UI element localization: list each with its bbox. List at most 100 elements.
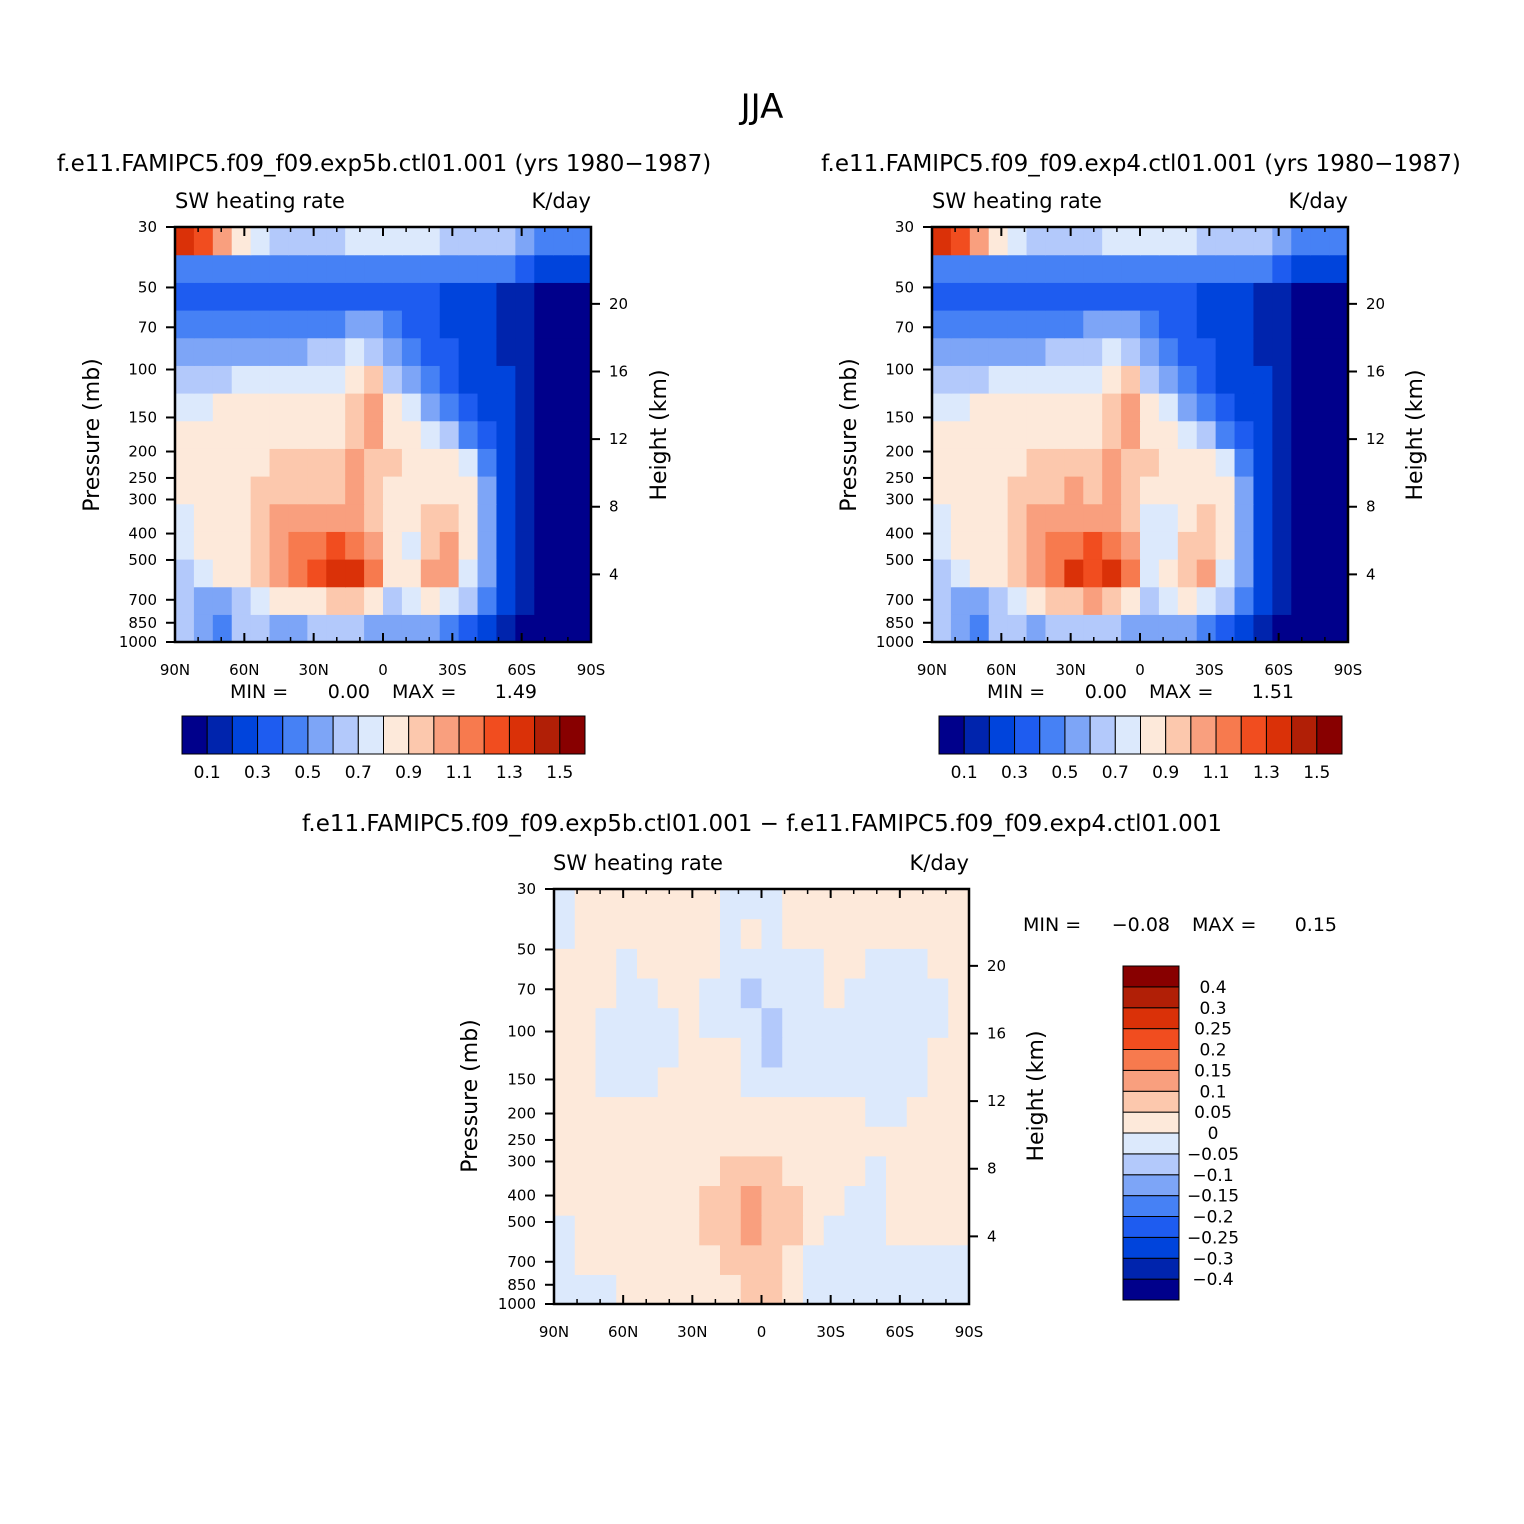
panel-diff-cell <box>948 1096 970 1127</box>
panel-exp4-cell <box>1310 393 1330 422</box>
panel-exp4-ytick-label: 250 <box>885 469 914 487</box>
panel-exp5b-cell <box>231 254 252 283</box>
panel-exp5b-xtick-label: 90N <box>160 661 190 679</box>
panel-diff-cell <box>616 1066 638 1098</box>
panel-exp4-cell <box>1064 531 1084 560</box>
panel-diff-colorbar-label: −0.15 <box>1187 1187 1239 1207</box>
panel-diff-cell <box>782 1215 804 1246</box>
panel-exp5b-cell <box>364 282 384 311</box>
panel-exp5b-cell <box>193 254 214 283</box>
panel-diff-cell <box>761 1215 783 1246</box>
panel-exp5b-cell <box>515 448 535 477</box>
panel-diff-cell <box>906 948 929 979</box>
panel-exp5b-cell <box>534 227 554 256</box>
panel-exp4-cell <box>1272 448 1292 477</box>
panel-diff-colorbar-label: 0.1 <box>1199 1082 1226 1102</box>
panel-exp5b-cell <box>231 337 252 366</box>
panel-diff-cell <box>761 1244 783 1275</box>
panel-exp4-cell <box>1102 282 1122 311</box>
panel-exp5b-cell <box>553 614 573 643</box>
panel-exp4-cell <box>1045 365 1065 394</box>
panel-exp5b-colorbar-label: 0.7 <box>345 763 372 783</box>
panel-exp4-cell <box>1121 559 1141 588</box>
panel-exp4-cell <box>1045 503 1065 532</box>
panel-exp5b-cell <box>345 227 365 256</box>
panel-exp5b-cell <box>553 420 573 449</box>
panel-exp5b-cell <box>439 614 460 643</box>
panel-exp5b-cell <box>212 393 233 422</box>
panel-diff-cell <box>574 1096 597 1127</box>
panel-exp4-cell <box>1291 586 1311 615</box>
panel-exp4-cell <box>1026 531 1047 560</box>
panel-exp4-cell <box>1272 559 1292 588</box>
panel-exp4-cell <box>1329 614 1349 643</box>
panel-exp5b-cell <box>364 337 384 366</box>
panel-diff-cell <box>906 1007 929 1038</box>
panel-exp4-cell <box>1102 393 1122 422</box>
panel-exp4-cell <box>1215 393 1236 422</box>
panel-exp5b-colorbar-box <box>257 715 284 755</box>
panel-diff-cell <box>823 1244 846 1275</box>
panel-exp4-xtick-label: 90N <box>917 661 947 679</box>
panel-exp5b-cell <box>288 586 308 615</box>
panel-exp5b-cell <box>364 503 384 532</box>
panel-exp4-cell <box>1177 476 1198 505</box>
panel-exp5b-cell <box>439 393 460 422</box>
panel-exp5b-cell <box>496 282 516 311</box>
panel-exp4-cell <box>1045 420 1065 449</box>
panel-exp5b-ytick-label: 250 <box>128 469 157 487</box>
panel-exp4-cell <box>1140 586 1160 615</box>
panel-exp5b-cell <box>212 420 233 449</box>
panel-exp5b-cell <box>307 559 327 588</box>
panel-exp5b-cell <box>193 227 214 256</box>
panel-exp5b-cell <box>175 420 195 449</box>
panel-exp4-field <box>932 227 1349 643</box>
panel-exp4-cell <box>1196 476 1217 505</box>
panel-diff-colorbar-label: 0.2 <box>1199 1041 1226 1061</box>
panel-exp4-cell <box>1291 531 1311 560</box>
panel-diff-cell <box>699 1185 721 1216</box>
panel-exp5b-cell <box>553 448 573 477</box>
panel-diff-colorbar-box <box>1122 1216 1180 1238</box>
panel-exp5b-cell <box>515 310 535 339</box>
panel-diff-cell <box>865 948 887 979</box>
panel-exp5b-cell <box>477 586 498 615</box>
panel-diff-case-title: f.e11.FAMIPC5.f09_f09.exp5b.ctl01.001 − … <box>302 811 1222 837</box>
panel-exp5b-cell <box>175 503 195 532</box>
panel-exp5b-cell <box>175 310 195 339</box>
panel-exp5b-cell <box>307 614 327 643</box>
panel-exp4-cell <box>1272 614 1292 643</box>
panel-exp5b-cell <box>420 282 441 311</box>
panel-exp5b-cell <box>193 365 214 394</box>
panel-exp4-cell <box>950 586 971 615</box>
panel-diff-cell <box>678 1126 700 1157</box>
panel-diff-ytick-label: 30 <box>517 880 536 898</box>
panel-exp5b-cell <box>212 503 233 532</box>
panel-exp4-ytick-label: 700 <box>885 591 914 609</box>
panel-diff-cell <box>782 1126 804 1157</box>
panel-exp4-cell <box>932 614 952 643</box>
panel-exp4-cell <box>1026 393 1047 422</box>
panel-exp5b-cell <box>420 531 441 560</box>
panel-exp5b-cell <box>175 337 195 366</box>
panel-exp5b-cell <box>515 531 535 560</box>
panel-exp4-colorbar-box <box>1316 715 1343 755</box>
panel-diff-cell <box>803 1096 825 1127</box>
panel-exp4-cell <box>1007 476 1028 505</box>
panel-exp4-cell <box>988 254 1009 283</box>
panel-exp5b-frame: 90N 60N 30N 0 30S 60S 90S 30 50 70 100 150 200 250 300… <box>119 218 628 679</box>
panel-diff-cell <box>637 1007 659 1038</box>
panel-diff-cell <box>595 1037 617 1068</box>
panel-exp5b-case-title: f.e11.FAMIPC5.f09_f09.exp5b.ctl01.001 (y… <box>57 151 711 177</box>
panel-exp4-cell <box>1272 254 1292 283</box>
panel-diff-cell <box>740 1066 763 1098</box>
panel-diff-ytick-label: 150 <box>507 1070 536 1088</box>
panel-exp4-colorbar-box <box>988 715 1016 755</box>
panel-diff-cell <box>595 1155 617 1187</box>
panel-exp5b-cell <box>553 282 573 311</box>
panel-exp4-cell <box>1310 559 1330 588</box>
panel-exp4-cell <box>1007 448 1028 477</box>
panel-diff-cell <box>844 1037 866 1068</box>
panel-exp4-cell <box>988 614 1009 643</box>
panel-exp5b-cell <box>572 310 592 339</box>
